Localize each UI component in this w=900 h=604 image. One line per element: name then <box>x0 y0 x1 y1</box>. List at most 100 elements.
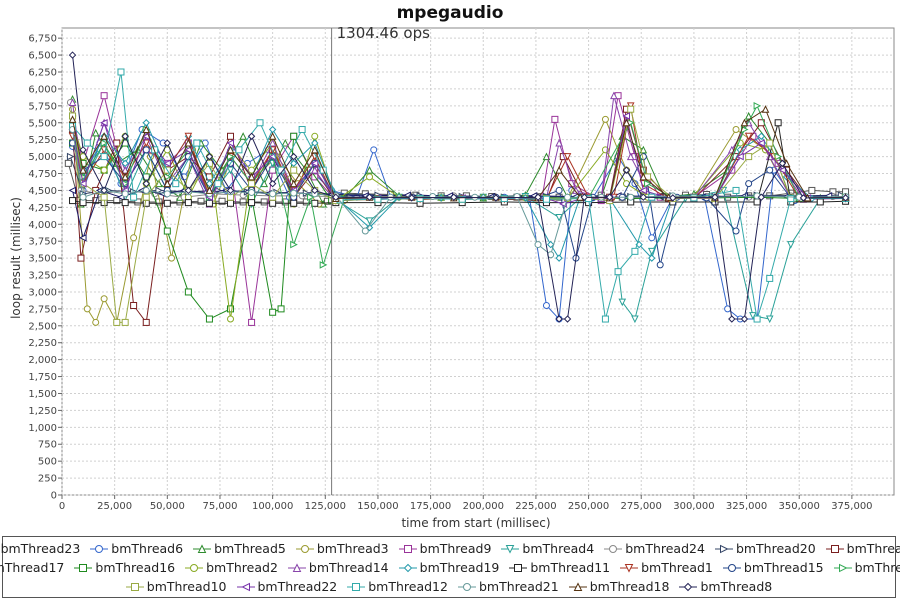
data-point <box>492 194 500 202</box>
data-point <box>130 234 138 242</box>
data-point <box>235 146 243 154</box>
legend-label: bmThread16 <box>95 560 176 575</box>
legend-swatch <box>236 582 255 591</box>
legend-label: bmThread4 <box>522 541 595 556</box>
data-point <box>79 193 87 201</box>
legend-label: bmThread3 <box>316 541 389 556</box>
data-point <box>248 180 256 188</box>
legend-swatch <box>90 544 109 553</box>
data-point <box>555 138 563 147</box>
data-point <box>745 153 753 161</box>
marker-line-group: 1304.46 ops <box>331 24 430 495</box>
data-point <box>365 217 374 226</box>
data-point <box>407 194 416 202</box>
data-point <box>563 153 572 161</box>
legend-row: bmThread17 bmThread16 bmThread2 bmThread14 b… <box>0 558 900 577</box>
data-point <box>298 126 306 134</box>
data-point <box>289 179 298 188</box>
legend-label: bmThread15 <box>743 560 824 575</box>
y-tick-label: 5,250 <box>28 135 57 146</box>
x-tick-label: 225,000 <box>515 501 556 512</box>
data-point <box>113 139 121 147</box>
data-point <box>121 199 129 207</box>
data-point <box>563 315 572 323</box>
legend-item: bmThread2 <box>185 560 278 575</box>
data-point <box>647 247 656 256</box>
data-point <box>68 115 77 123</box>
data-point <box>551 115 559 123</box>
data-point <box>113 318 121 326</box>
data-point <box>248 318 256 326</box>
legend-swatch <box>295 544 314 553</box>
y-axis-label: loop result (millisec) <box>9 197 23 319</box>
data-point <box>728 315 736 323</box>
data-point <box>68 98 77 106</box>
data-point <box>601 315 609 323</box>
data-point <box>78 179 87 188</box>
data-point <box>753 198 761 206</box>
data-point <box>239 132 247 140</box>
y-tick-label: 3,000 <box>28 287 57 298</box>
legend-item: bmThread21 <box>457 579 559 594</box>
y-tick-label: 4,000 <box>28 220 57 231</box>
legend-label: bmThread2 <box>206 560 278 575</box>
data-point <box>669 194 677 202</box>
legend-label: bmThread24 <box>625 541 705 556</box>
data-point <box>534 193 542 201</box>
data-point <box>227 199 235 207</box>
data-point <box>639 145 648 154</box>
data-point <box>757 139 765 147</box>
legend-label: bmThread22 <box>257 579 338 594</box>
legend-item: bmThread18 <box>568 579 669 594</box>
legend-label: bmThread19 <box>419 560 500 575</box>
legend-label: bmThread14 <box>308 560 389 575</box>
y-tick-label: 6,000 <box>28 84 57 95</box>
data-point <box>66 152 75 161</box>
data-point <box>163 227 171 235</box>
data-point <box>69 105 77 113</box>
data-point <box>184 288 192 296</box>
data-point <box>247 132 256 140</box>
y-tick-label: 1,750 <box>28 372 57 383</box>
data-point <box>142 199 150 207</box>
y-tick-label: 6,500 <box>28 51 57 62</box>
data-point <box>555 166 563 174</box>
x-tick-label: 250,000 <box>568 501 609 512</box>
data-point <box>808 186 816 194</box>
data-point <box>281 198 289 206</box>
data-point <box>218 197 226 205</box>
data-point <box>226 145 235 154</box>
data-point <box>163 139 172 147</box>
data-point <box>83 305 91 313</box>
data-point <box>79 166 87 174</box>
data-point <box>639 193 648 201</box>
y-tick-label: 750 <box>38 440 57 451</box>
data-point <box>121 159 129 168</box>
y-tick-label: 0 <box>51 491 57 502</box>
data-point <box>631 315 639 324</box>
series-line <box>72 122 846 204</box>
data-point <box>121 190 129 198</box>
data-point <box>205 152 214 161</box>
y-tick-label: 250 <box>38 474 57 485</box>
legend-item: bmThread17 <box>0 560 64 575</box>
data-point <box>100 186 108 195</box>
y-tick-label: 1,000 <box>28 423 57 434</box>
axes: 0 25,000 50,000 75,000 100,000 125,000 150,000… <box>28 34 872 512</box>
legend-label: bmThread9 <box>419 541 492 556</box>
data-point <box>648 254 656 262</box>
legend-item: bmThread5 <box>193 541 286 556</box>
data-point <box>841 194 850 202</box>
legend-swatch <box>833 563 852 572</box>
y-tick-label: 5,000 <box>28 152 57 163</box>
legend-swatch <box>509 563 528 572</box>
data-point <box>307 193 315 202</box>
data-point <box>205 186 214 194</box>
x-tick-label: 50,000 <box>150 501 185 512</box>
data-point <box>555 254 563 262</box>
legend-swatch <box>620 563 639 573</box>
data-point <box>69 197 77 205</box>
y-tick-label: 4,750 <box>28 169 57 180</box>
data-point <box>618 298 627 307</box>
data-point <box>639 172 648 181</box>
